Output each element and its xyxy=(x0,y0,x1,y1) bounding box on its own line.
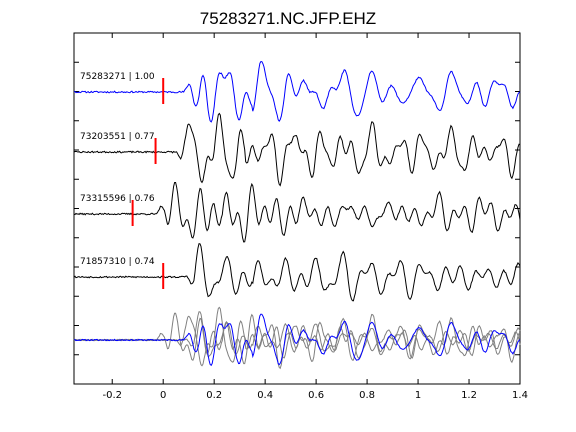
plot-frame xyxy=(73,32,521,385)
trace-waveform xyxy=(73,182,521,243)
overlay-neighbor-waveform xyxy=(73,312,521,365)
x-tick-label: 0 xyxy=(160,390,166,401)
trace-waveform xyxy=(73,243,521,302)
overlay-stack xyxy=(73,306,521,370)
x-tick-label: -0.2 xyxy=(102,390,122,401)
overlay-neighbor-waveform xyxy=(73,311,521,361)
x-axis-ticks: -0.2 0 0.2 0.4 0.6 0.8 1 1.2 1.4 xyxy=(102,33,528,401)
trace-waveform xyxy=(74,60,521,123)
chart-title: 75283271.NC.JFP.EHZ xyxy=(200,9,376,28)
trace-group: 75283271 | 1.00 73203551 | 0.77 73315596 |… xyxy=(73,60,521,302)
x-tick-label: 1 xyxy=(415,390,421,401)
y-axis-ticks xyxy=(74,61,520,356)
trace-label: 73315596 | 0.76 xyxy=(80,194,155,204)
trace-label: 73203551 | 0.77 xyxy=(80,132,155,142)
x-tick-label: 1.4 xyxy=(512,390,528,401)
x-tick-label: 0.6 xyxy=(308,390,324,401)
trace-label: 75283271 | 1.00 xyxy=(80,72,155,82)
x-tick-label: 0.8 xyxy=(359,390,375,401)
x-tick-label: 0.4 xyxy=(257,390,273,401)
trace-label: 71857310 | 0.74 xyxy=(80,257,155,267)
x-tick-label: 0.2 xyxy=(206,390,222,401)
overlay-primary-waveform xyxy=(73,313,521,367)
trace-waveform xyxy=(73,112,521,187)
x-tick-label: 1.2 xyxy=(461,390,477,401)
